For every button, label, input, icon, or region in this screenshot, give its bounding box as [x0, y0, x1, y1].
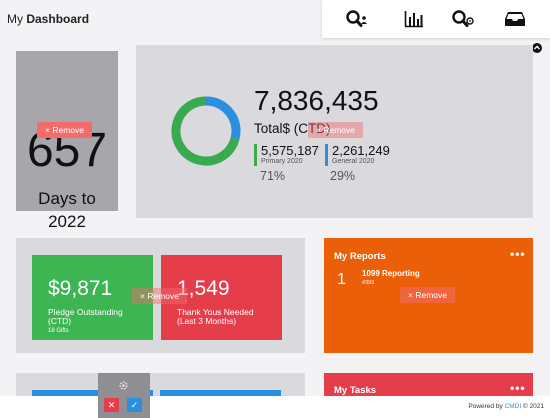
- my-reports-title: My Reports: [334, 251, 386, 262]
- stats-remove-button[interactable]: × Remove: [132, 288, 187, 304]
- report-item-id: #393: [362, 280, 375, 286]
- general-split: 2,261,249 General 2020: [325, 144, 390, 166]
- report-item-number: 1: [337, 271, 346, 288]
- footer-credit: Powered by CMDI © 2021: [468, 403, 544, 410]
- toolbar: [322, 0, 550, 38]
- countdown-widget: 657 Days to 2022 Election × Remove: [16, 51, 118, 254]
- general-label: General 2020: [332, 158, 375, 165]
- page-title-prefix: My: [7, 12, 27, 26]
- thank-yous-label-line2: (Last 3 Months): [177, 316, 237, 326]
- footer-cmdi-link[interactable]: CMDI: [504, 403, 522, 410]
- my-reports-widget: My Reports ••• 1 1099 Reporting #393 × R…: [324, 238, 533, 353]
- collapse-chevron-up-icon[interactable]: [532, 40, 542, 53]
- footer-prefix: Powered by: [468, 403, 505, 410]
- pledge-outstanding-label-line2: (CTD): [48, 316, 72, 326]
- countdown-remove-button[interactable]: × Remove: [37, 122, 92, 138]
- donut-slice-primary: [171, 96, 241, 166]
- page-title: My Dashboard: [7, 12, 89, 26]
- donut-slice-general: [171, 96, 241, 166]
- totals-donut-chart: [171, 96, 241, 166]
- inbox-icon[interactable]: [502, 7, 528, 31]
- confirm-button[interactable]: ✓: [127, 398, 142, 412]
- countdown-label-line1: Days to: [38, 189, 96, 208]
- thank-yous-label: Thank Yous Needed (Last 3 Months): [177, 308, 254, 326]
- bar-chart-icon[interactable]: [401, 7, 427, 31]
- cancel-button[interactable]: ✕: [104, 398, 119, 412]
- totals-label: Total$ (CTD): [254, 121, 331, 136]
- pledge-gift-count: 18 Gifts: [48, 328, 69, 334]
- search-people-icon[interactable]: [344, 7, 370, 31]
- totals-value: 7,836,435: [254, 85, 379, 116]
- search-settings-icon[interactable]: [450, 7, 476, 31]
- page-title-bold: Dashboard: [26, 12, 90, 26]
- thank-yous-label-line1: Thank Yous Needed: [177, 307, 254, 317]
- stats-widget: $9,871 Pledge Outstanding (CTD) 18 Gifts…: [16, 238, 305, 353]
- general-percent: 29%: [330, 169, 356, 183]
- thank-yous-tile[interactable]: 1,549 Thank Yous Needed (Last 3 Months): [161, 255, 282, 340]
- primary-label: Primary 2020: [261, 158, 303, 165]
- primary-percent: 71%: [260, 169, 286, 183]
- totals-widget: 7,836,435 Total$ (CTD) × Remove 5,575,18…: [136, 45, 533, 218]
- layout-editor-panel: ✕ ✓: [98, 373, 150, 418]
- pledge-outstanding-tile[interactable]: $9,871 Pledge Outstanding (CTD) 18 Gifts: [32, 255, 153, 340]
- totals-remove-button[interactable]: × Remove: [308, 122, 363, 138]
- primary-value: 5,575,187: [261, 143, 319, 158]
- gear-icon[interactable]: [118, 378, 129, 396]
- pledge-outstanding-label: Pledge Outstanding (CTD): [48, 308, 123, 326]
- general-value: 2,261,249: [332, 143, 390, 158]
- pledge-outstanding-label-line1: Pledge Outstanding: [48, 307, 123, 317]
- report-item-title[interactable]: 1099 Reporting: [362, 269, 420, 278]
- thank-yous-value: 1,549: [177, 277, 230, 300]
- my-tasks-menu-icon[interactable]: •••: [510, 381, 526, 395]
- pledge-outstanding-value: $9,871: [48, 277, 113, 300]
- footer-suffix: © 2021: [521, 403, 544, 410]
- countdown-label-line2: 2022: [48, 212, 86, 231]
- my-tasks-title: My Tasks: [334, 385, 377, 396]
- reports-remove-button[interactable]: × Remove: [400, 287, 455, 303]
- primary-split: 5,575,187 Primary 2020: [254, 144, 319, 166]
- footer: Powered by CMDI © 2021: [0, 396, 550, 418]
- my-reports-menu-icon[interactable]: •••: [510, 247, 526, 261]
